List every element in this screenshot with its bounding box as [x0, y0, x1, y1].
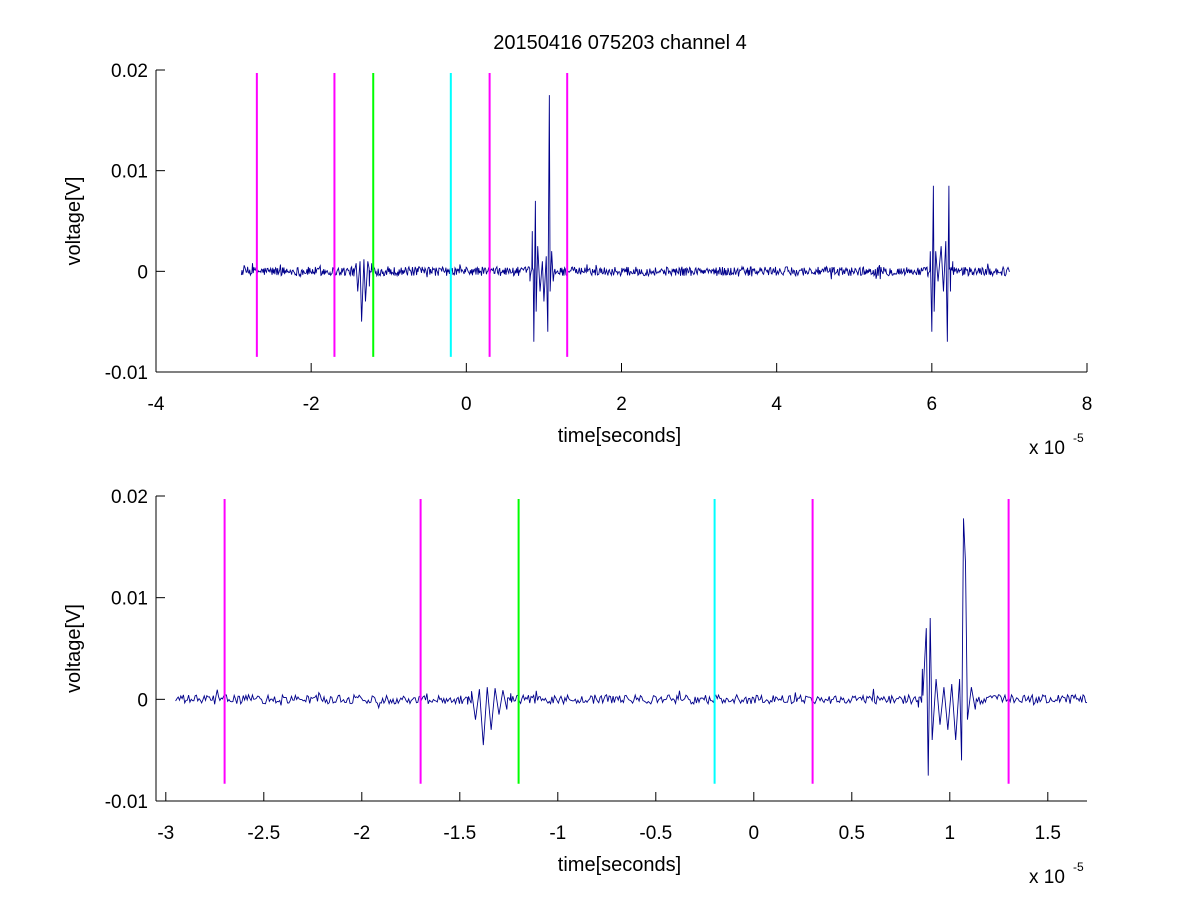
voltage-signal-line: [240, 95, 1010, 342]
y-axis-label: voltage[V]: [63, 604, 85, 693]
x-exponent: -5: [1073, 431, 1084, 445]
x-tick-label: -2: [353, 823, 370, 844]
y-tick-label: 0.01: [111, 589, 148, 610]
bottom-panel: -0.01 0 0.01 0.02 -3 -2.5 -2 -1.5 -1 -0.5 0 0.5 1 1.5…: [63, 487, 1088, 888]
x-tick-label: -0.5: [639, 823, 672, 844]
x-tick-label: -1.5: [443, 823, 476, 844]
y-tick-label: 0.02: [111, 61, 148, 82]
x-tick-label: 2: [616, 394, 627, 415]
y-tick-label: 0: [137, 690, 148, 711]
x-tick-label: 0: [461, 394, 472, 415]
x-tick-label: -3: [157, 823, 174, 844]
x-tick-label: 8: [1082, 394, 1093, 415]
x-exponent-base: x 10: [1029, 867, 1065, 888]
y-tick-label: -0.01: [105, 363, 148, 384]
y-tick-label: -0.01: [105, 792, 148, 813]
x-exponent-base: x 10: [1029, 438, 1065, 459]
y-axis-label: voltage[V]: [63, 177, 85, 266]
x-tick-label: -2.5: [247, 823, 280, 844]
x-tick-label: 0: [749, 823, 760, 844]
x-axis-label: time[seconds]: [558, 425, 681, 447]
x-tick-label: 1: [945, 823, 956, 844]
top-panel: -0.01 0 0.01 0.02 -4 -2 0 2 4 6 8 time[seconds] volt…: [63, 61, 1092, 459]
x-tick-label: -4: [148, 394, 165, 415]
x-axis-label: time[seconds]: [558, 854, 681, 876]
x-exponent: -5: [1073, 860, 1084, 874]
x-tick-label: 1.5: [1035, 823, 1061, 844]
x-tick-label: -1: [549, 823, 566, 844]
x-tick-label: 6: [927, 394, 938, 415]
x-tick-label: -2: [303, 394, 320, 415]
y-tick-label: 0.01: [111, 162, 148, 183]
voltage-signal-line: [175, 518, 1088, 776]
x-tick-label: 0.5: [839, 823, 865, 844]
figure-title: 20150416 075203 channel 4: [493, 32, 747, 54]
y-tick-label: 0.02: [111, 487, 148, 508]
y-tick-label: 0: [137, 262, 148, 283]
x-tick-label: 4: [771, 394, 782, 415]
